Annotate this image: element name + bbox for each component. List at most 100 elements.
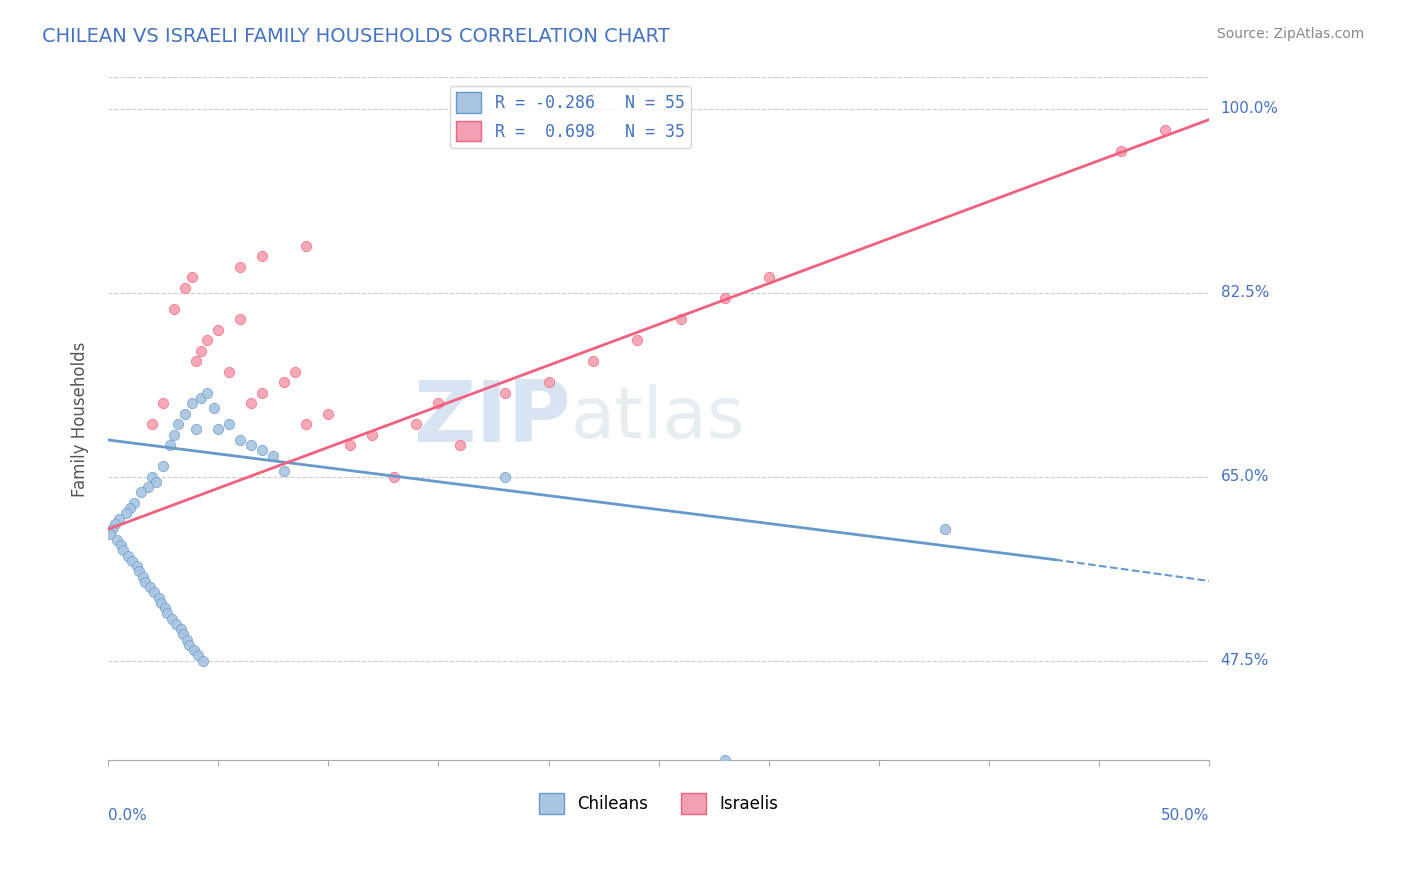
Point (98, 527, 121, 541)
Point (124, 496, 146, 510)
Point (134, 574, 156, 589)
Point (191, 654, 214, 668)
Point (163, 427, 186, 442)
Point (339, 438, 361, 452)
Text: 47.5%: 47.5% (1220, 653, 1268, 668)
Text: CHILEAN VS ISRAELI FAMILY HOUSEHOLDS CORRELATION CHART: CHILEAN VS ISRAELI FAMILY HOUSEHOLDS COR… (42, 27, 669, 45)
Point (132, 569, 155, 583)
Point (202, 401, 225, 416)
Point (174, 280, 197, 294)
Point (284, 365, 307, 379)
Text: Source: ZipAtlas.com: Source: ZipAtlas.com (1216, 27, 1364, 41)
Point (180, 270, 202, 285)
Point (581, 354, 603, 368)
Legend: Chileans, Israelis: Chileans, Israelis (531, 787, 785, 821)
Point (295, 417, 318, 432)
Point (136, 480, 159, 494)
Point (139, 580, 162, 594)
Point (494, 385, 516, 400)
Point (121, 554, 143, 568)
Point (934, 522, 956, 536)
Point (163, 301, 186, 316)
Text: 65.0%: 65.0% (1220, 469, 1270, 484)
Y-axis label: Family Households: Family Households (72, 342, 89, 497)
Point (108, 512, 131, 526)
Point (250, 249, 273, 263)
Point (114, 507, 136, 521)
Point (184, 422, 207, 436)
Point (1111, 144, 1133, 158)
Point (155, 601, 177, 615)
Point (129, 485, 152, 500)
Point (183, 643, 205, 657)
Point (669, 312, 692, 326)
Point (240, 438, 263, 452)
Point (187, 648, 209, 663)
Point (156, 607, 179, 621)
Point (190, 391, 212, 405)
Point (195, 333, 218, 347)
Point (295, 238, 318, 252)
Point (159, 438, 181, 452)
Point (250, 443, 273, 458)
Point (167, 417, 190, 432)
Point (262, 449, 284, 463)
Text: atlas: atlas (571, 384, 745, 453)
Point (229, 312, 252, 326)
Point (427, 396, 450, 410)
Point (250, 385, 273, 400)
Point (152, 459, 174, 474)
Point (110, 538, 132, 552)
Point (160, 611, 183, 625)
Point (141, 417, 163, 432)
Point (179, 638, 201, 652)
Point (449, 438, 471, 452)
Point (101, 522, 124, 536)
Point (1154, 123, 1177, 137)
Point (240, 396, 263, 410)
Point (117, 549, 139, 563)
Point (165, 616, 187, 631)
Point (149, 596, 172, 610)
Point (626, 333, 648, 347)
Point (758, 270, 780, 285)
Point (218, 365, 240, 379)
Text: 82.5%: 82.5% (1220, 285, 1268, 301)
Point (128, 564, 150, 578)
Point (207, 422, 229, 436)
Point (152, 396, 174, 410)
Point (382, 469, 405, 483)
Point (229, 260, 252, 274)
Point (537, 375, 560, 389)
Point (176, 632, 198, 647)
Point (174, 407, 197, 421)
Point (148, 591, 170, 605)
Point (273, 375, 295, 389)
Point (361, 427, 384, 442)
Point (713, 753, 735, 767)
Text: 0.0%: 0.0% (108, 808, 146, 823)
Point (218, 417, 240, 432)
Point (713, 291, 735, 305)
Point (316, 407, 339, 421)
Point (405, 417, 427, 432)
Point (143, 585, 166, 599)
Point (118, 501, 141, 516)
Point (184, 354, 207, 368)
Point (141, 469, 163, 483)
Point (190, 343, 212, 358)
Point (104, 516, 127, 531)
Point (125, 559, 148, 574)
Point (105, 533, 128, 547)
Point (229, 433, 252, 447)
Point (273, 465, 295, 479)
Point (207, 323, 229, 337)
Point (180, 396, 202, 410)
Text: 50.0%: 50.0% (1161, 808, 1209, 823)
Text: ZIP: ZIP (413, 377, 571, 460)
Text: 100.0%: 100.0% (1220, 102, 1278, 117)
Point (145, 475, 167, 489)
Point (195, 385, 218, 400)
Point (170, 622, 193, 636)
Point (112, 543, 135, 558)
